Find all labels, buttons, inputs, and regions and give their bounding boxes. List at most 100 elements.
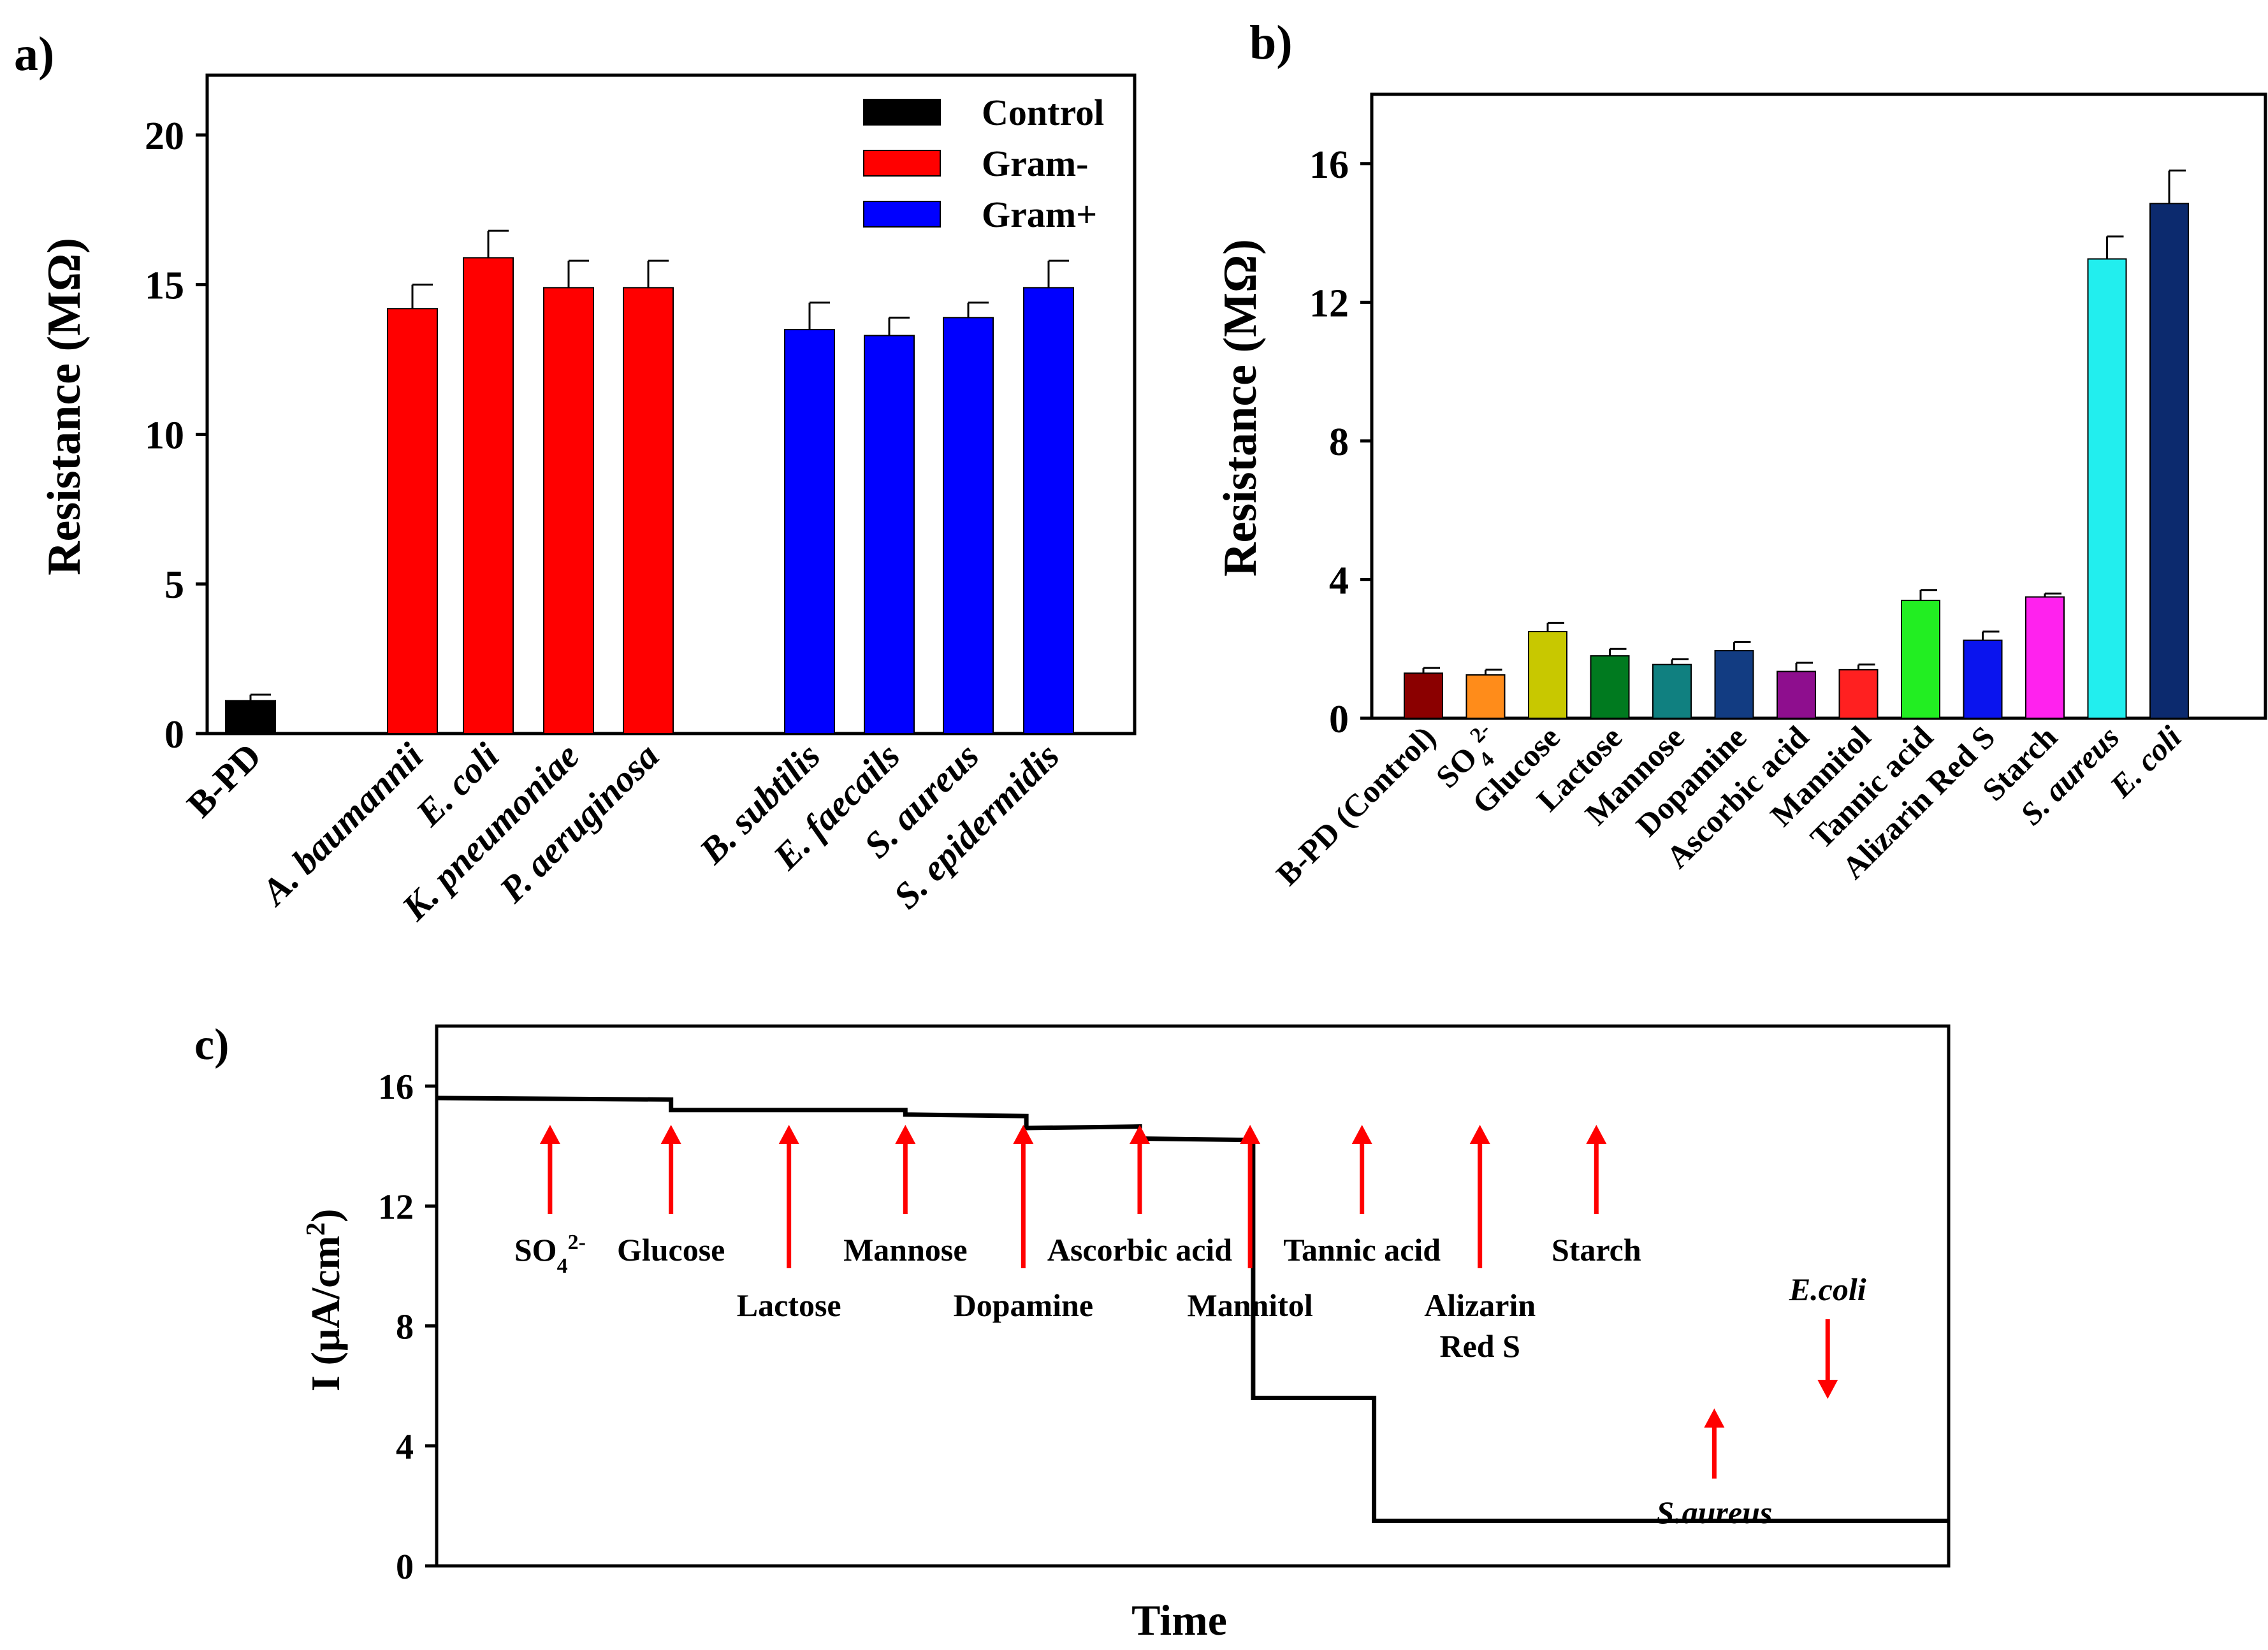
panel-c-annotation-subscript: 4	[557, 1254, 568, 1278]
panel-b-x-tick-labels: B-PD (Control)SO42-GlucoseLactoseMannose…	[1269, 718, 2188, 892]
panel-a-y-tick-label: 20	[145, 115, 184, 158]
panel-b-x-tick-label-text: E. coli	[2102, 719, 2188, 805]
panel-c-annotation-label: Glucose	[617, 1232, 725, 1268]
panel-c-annotation-label: Alizarin Red S	[1424, 1287, 1536, 1364]
panel-a-legend-label: Gram+	[982, 194, 1097, 235]
panel-c-annotation-text: Dopamine	[954, 1287, 1093, 1323]
panel-b-bar	[1465, 674, 1506, 720]
panel-b-bar	[1404, 672, 1443, 719]
panel-b-y-tick-label: 0	[1329, 698, 1349, 741]
panel-c-arrow-head	[1351, 1125, 1372, 1144]
panel-b-bar	[1777, 670, 1816, 719]
panel-b-x-tick-label-superscript: 2-	[1465, 718, 1495, 747]
panel-b-y-tick-label: 16	[1309, 143, 1349, 187]
panel-c-annotation-label: Ascorbic acid	[1047, 1232, 1232, 1268]
panel-c-annotation-text: Lactose	[737, 1287, 841, 1323]
panel-c-current-trace	[436, 1096, 1949, 1523]
panel-a-y-axis-label: Resistance (MΩ)	[38, 238, 91, 575]
panel-c-plot-frame	[435, 1024, 1951, 1568]
panel-c-arrow-head	[1129, 1125, 1150, 1144]
panel-c-annotation-label: SO42-	[514, 1231, 586, 1278]
panel-c-annotation-text: SO	[514, 1232, 557, 1268]
panel-b-bar	[2087, 258, 2127, 719]
panel-b-x-tick-label: B-PD (Control)	[1269, 719, 1443, 892]
panel-a-legend-swatch	[863, 201, 941, 228]
panel-c-annotation-text: E.coli	[1789, 1271, 1866, 1307]
panel-b-bar	[1528, 631, 1567, 719]
panel-b-x-tick-label-text: B-PD (Control)	[1269, 719, 1443, 892]
panel-c-arrow-head	[1469, 1125, 1490, 1144]
panel-c-annotation-text: Glucose	[617, 1232, 725, 1268]
panel-c-y-tick-label: 16	[378, 1067, 414, 1107]
panel-a-legend: Control Gram- Gram+	[863, 92, 1104, 235]
panel-b-bar	[2149, 203, 2189, 719]
panel-c-y-axis-label: I (μA/cm2)	[302, 1209, 348, 1392]
panel-c-annotation-label: E.coli	[1789, 1271, 1866, 1307]
panel-c-y-axis-label-close: )	[303, 1209, 348, 1222]
panel-b-y-tick-label: 12	[1309, 282, 1349, 325]
panel-a-y-ticks: 0 5 10 15 20	[145, 115, 207, 756]
panel-a-y-tick-label: 15	[145, 264, 184, 308]
panel-b-y-tick-label: 8	[1329, 421, 1349, 464]
panel-a-bar	[387, 308, 438, 734]
panel-c-y-tick-label: 12	[378, 1187, 414, 1227]
panel-a-bars	[225, 229, 1074, 734]
panel-a-y-tick-label: 5	[164, 563, 184, 607]
panel-c-annotation-label: Lactose	[737, 1287, 841, 1323]
panel-a-bar	[225, 700, 276, 734]
panel-c-annotation-label: Starch	[1552, 1232, 1641, 1268]
panel-b-bar-chart: b) Resistance (MΩ) 0 4 8 12 16 B-PD (Control…	[1214, 16, 2267, 892]
panel-c-arrow-head	[539, 1125, 560, 1144]
panel-c-annotation-text: Starch	[1552, 1232, 1641, 1268]
panel-b-y-axis-label: Resistance (MΩ)	[1214, 239, 1267, 577]
panel-a-y-tick-label: 0	[164, 713, 184, 756]
panel-b-x-tick-label: E. coli	[2102, 719, 2188, 805]
panel-c-y-tick-label: 8	[396, 1308, 414, 1347]
panel-c-annotation-superscript: 2-	[568, 1231, 586, 1254]
panel-c-annotation-text: Mannitol	[1188, 1287, 1313, 1323]
panel-b-y-ticks: 0 4 8 12 16	[1309, 143, 1372, 741]
panel-b-bar	[1901, 600, 1940, 719]
panel-a-legend-swatch	[863, 150, 941, 177]
panel-c-annotation-label: Dopamine	[954, 1287, 1093, 1323]
panel-c-arrow-head	[778, 1125, 799, 1144]
panel-c-arrow-head	[660, 1125, 681, 1144]
panel-b-bar	[1590, 655, 1630, 719]
panel-c-y-axis-label-main: I (μA/cm	[303, 1236, 348, 1391]
panel-c-annotation-text: Ascorbic acid	[1047, 1232, 1232, 1268]
panel-b-label: b)	[1249, 16, 1293, 69]
panel-a-bar	[943, 317, 994, 734]
panel-c-arrow-head	[895, 1125, 916, 1144]
panel-c-annotation-line: Alizarin	[1424, 1287, 1536, 1323]
panel-c-label: c)	[194, 1020, 229, 1069]
panel-a-bar	[623, 287, 674, 734]
panel-a-bar	[463, 257, 514, 734]
panel-a-bar-chart: a) Resistance (MΩ) 0 5 10 15 20 B-PDA. bauma…	[14, 27, 1137, 929]
panel-a-bar	[1023, 287, 1074, 734]
panel-b-bars	[1404, 170, 2189, 720]
panel-c-annotation-text: Tannic acid	[1283, 1232, 1441, 1268]
panel-a-legend-label: Gram-	[982, 143, 1089, 184]
panel-c-annotation-label: Tannic acid	[1283, 1232, 1441, 1268]
panel-a-bar	[784, 329, 835, 734]
panel-c-arrow-head	[1704, 1408, 1725, 1428]
panel-c-annotation-line: Red S	[1439, 1328, 1520, 1364]
panel-b-y-tick-label: 4	[1329, 559, 1349, 602]
panel-c-annotation-text: S.aureus	[1656, 1494, 1772, 1530]
panel-c-y-ticks: 0 4 8 12 16	[378, 1067, 437, 1587]
panel-c-annotation-label: S.aureus	[1656, 1494, 1772, 1530]
panel-c-arrow-head	[1240, 1125, 1261, 1144]
panel-b-bar	[2025, 596, 2065, 720]
panel-b-plot-frame	[1370, 92, 2267, 720]
panel-c-arrow-head	[1586, 1125, 1607, 1144]
panel-a-legend-swatch	[863, 99, 941, 126]
panel-c-annotation-label: Mannose	[843, 1232, 967, 1268]
panel-a-legend-label: Control	[982, 92, 1104, 133]
panel-c-annotation-text: Mannose	[843, 1232, 967, 1268]
panel-b-bar	[1963, 639, 2003, 719]
panel-a-bar	[543, 287, 594, 734]
